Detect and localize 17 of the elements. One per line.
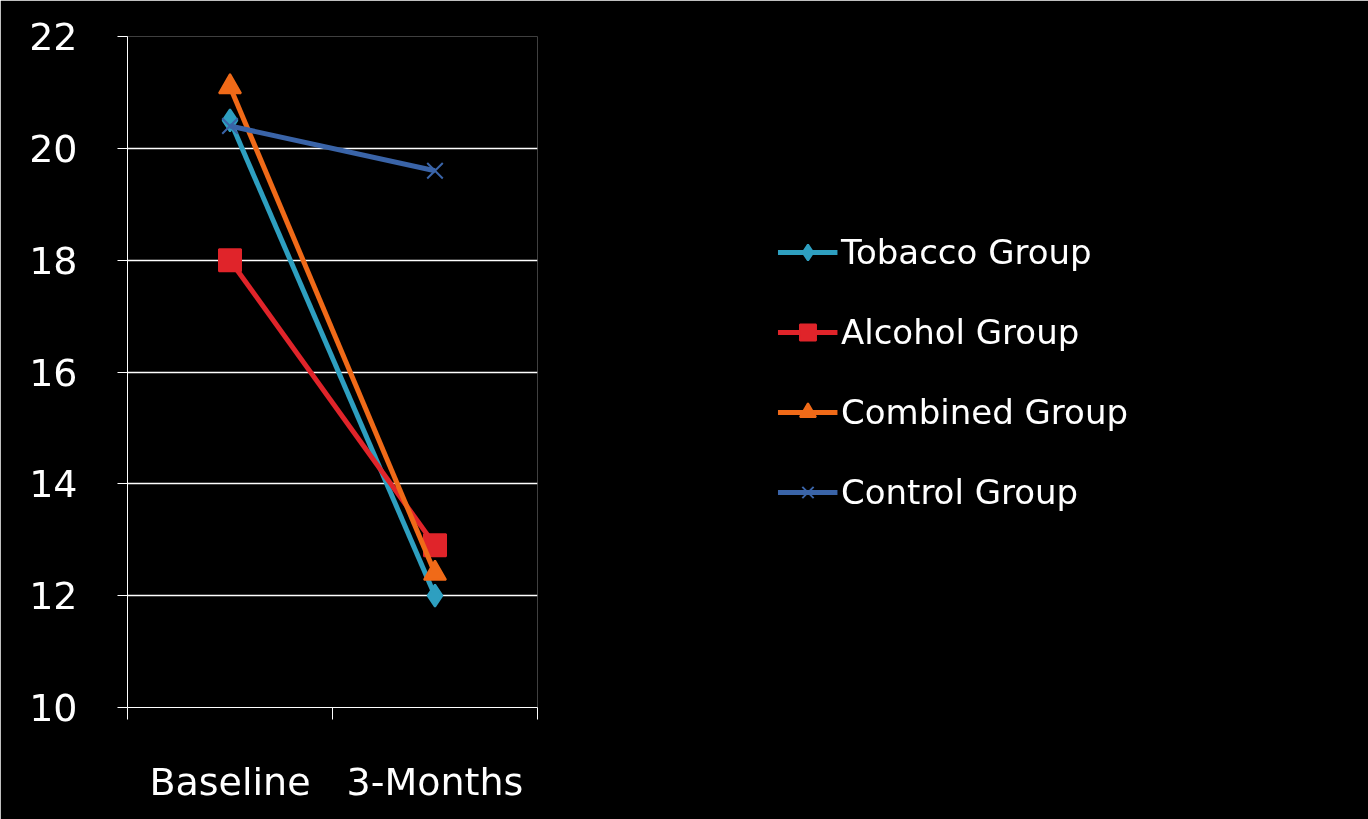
y-tick-label: 10 xyxy=(29,686,78,730)
legend-label: Tobacco Group xyxy=(840,231,1092,272)
x-tick-label: Baseline xyxy=(149,759,311,804)
point xyxy=(221,117,239,135)
point xyxy=(426,583,444,608)
point xyxy=(218,248,242,273)
y-tick-label: 16 xyxy=(29,350,78,395)
y-tick-label: 22 xyxy=(29,15,78,59)
legend-label: Combined Group xyxy=(840,391,1129,432)
x-tick-label: 3-Months xyxy=(346,759,524,804)
y-tick-label: 12 xyxy=(29,574,78,619)
y-tick-label: 14 xyxy=(29,462,78,507)
legend-label: Control Group xyxy=(840,471,1079,512)
y-tick-label: 18 xyxy=(29,238,78,283)
legend-label: Alcohol Group xyxy=(840,311,1080,352)
point xyxy=(426,161,444,180)
y-tick-label: 20 xyxy=(29,126,78,171)
